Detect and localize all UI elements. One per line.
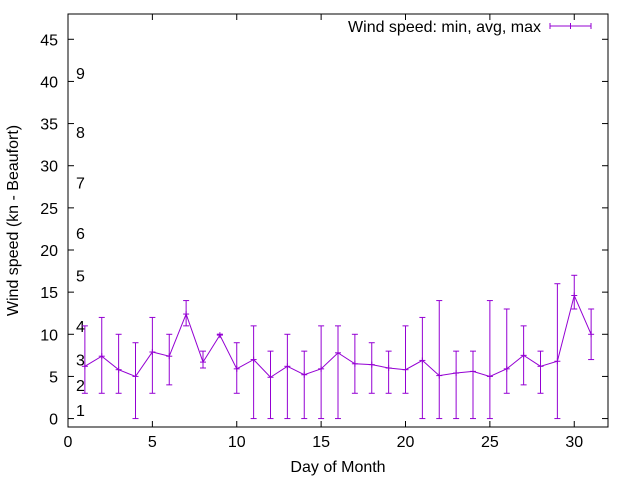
y-tick-label: 0 xyxy=(49,412,58,429)
y-tick-label: 40 xyxy=(40,74,58,91)
x-tick-label: 15 xyxy=(312,434,330,451)
x-tick-label: 25 xyxy=(481,434,499,451)
beaufort-label: 5 xyxy=(76,268,85,285)
beaufort-label: 2 xyxy=(76,378,85,395)
beaufort-label: 6 xyxy=(76,226,85,243)
x-axis-title: Day of Month xyxy=(290,459,385,476)
x-tick-label: 30 xyxy=(565,434,583,451)
legend-label: Wind speed: min, avg, max xyxy=(348,19,541,36)
beaufort-label: 7 xyxy=(76,176,85,193)
x-tick-label: 5 xyxy=(148,434,157,451)
y-tick-label: 5 xyxy=(49,369,58,386)
beaufort-label: 3 xyxy=(76,353,85,370)
y-tick-label: 35 xyxy=(40,117,58,134)
x-tick-label: 0 xyxy=(64,434,73,451)
plot-frame xyxy=(67,13,609,428)
y-tick-label: 45 xyxy=(40,32,58,49)
y-axis-title: Wind speed (kn - Beaufort) xyxy=(5,125,22,316)
beaufort-label: 9 xyxy=(76,66,85,83)
y-tick-label: 25 xyxy=(40,201,58,218)
beaufort-label: 8 xyxy=(76,125,85,142)
y-tick-label: 15 xyxy=(40,285,58,302)
y-tick-label: 30 xyxy=(40,159,58,176)
y-tick-label: 20 xyxy=(40,243,58,260)
x-tick-label: 20 xyxy=(397,434,415,451)
beaufort-label: 4 xyxy=(76,319,85,336)
y-tick-label: 10 xyxy=(40,327,58,344)
beaufort-label: 1 xyxy=(76,403,85,420)
x-tick-label: 10 xyxy=(228,434,246,451)
